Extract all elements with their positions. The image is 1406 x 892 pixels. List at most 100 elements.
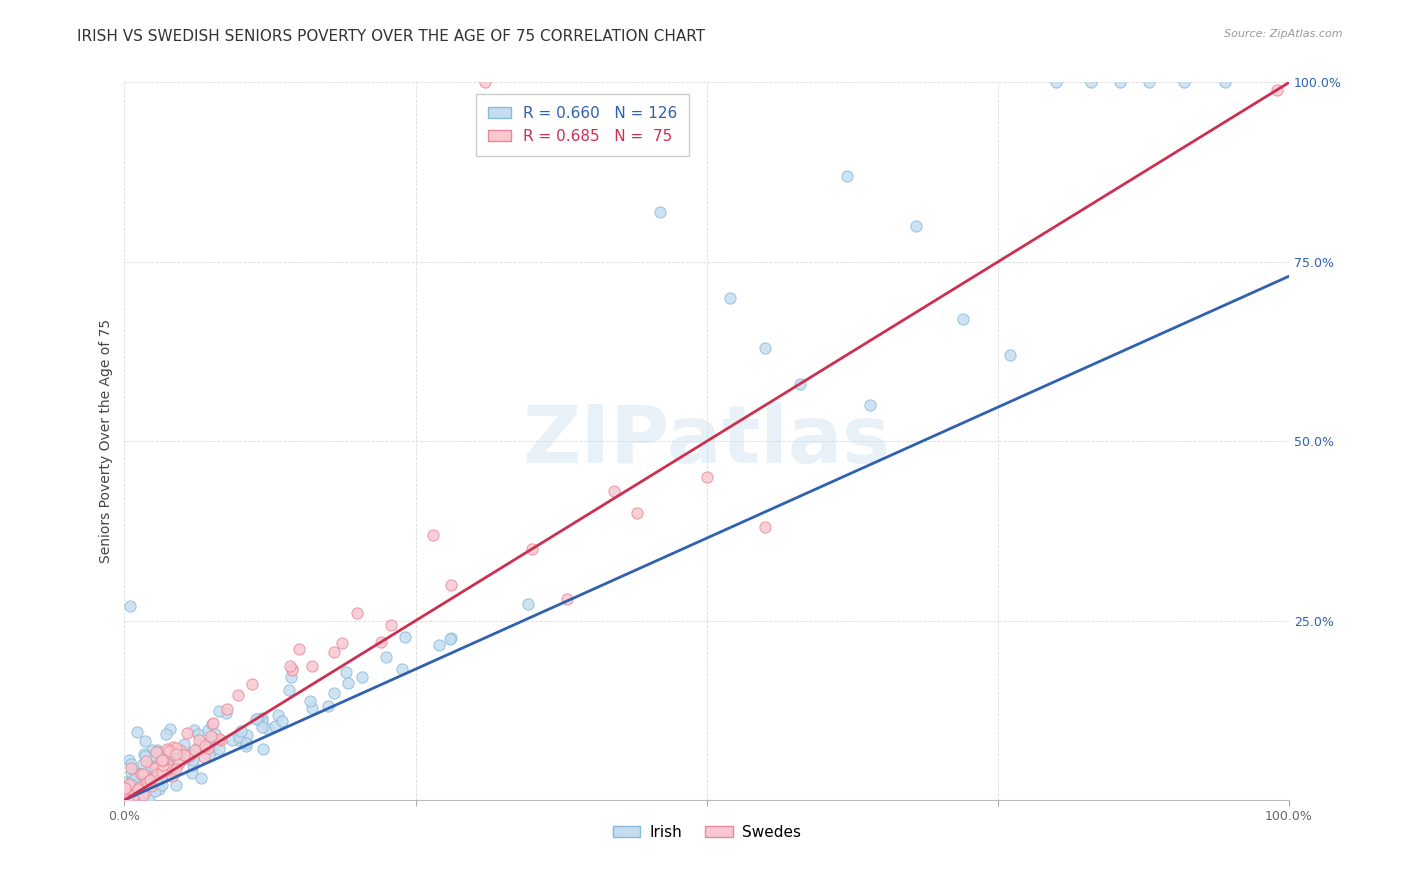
Point [150,768,173,782]
Point [132,747,155,761]
Point [115,790,138,805]
Point [120,756,142,771]
Point [117,793,139,807]
Point [246,712,269,726]
Point [789,376,811,391]
Point [173,748,195,763]
Point [146,758,169,772]
Point [221,732,243,747]
Point [1109,75,1132,89]
Point [208,732,231,747]
Point [439,632,461,647]
Point [118,777,141,791]
Point [115,789,138,803]
Point [228,733,250,747]
Point [143,761,166,775]
Point [177,745,200,759]
Point [118,786,141,800]
Point [135,770,157,784]
Point [162,740,184,755]
Point [330,635,353,649]
Point [145,743,167,757]
Point [374,649,396,664]
Point [380,618,402,632]
Point [718,291,741,305]
Point [181,758,204,772]
Point [170,750,193,764]
Point [193,750,215,764]
Point [121,773,143,788]
Point [197,723,219,738]
Point [427,638,450,652]
Point [150,771,173,785]
Point [148,745,170,759]
Point [157,743,180,757]
Point [166,754,188,768]
Point [120,599,142,614]
Point [201,743,224,757]
Point [250,720,273,734]
Point [134,749,156,764]
Point [145,772,167,787]
Point [252,711,274,725]
Point [162,764,184,778]
Point [135,754,157,768]
Point [180,766,202,780]
Point [146,766,169,780]
Point [626,506,648,520]
Point [128,771,150,785]
Point [129,767,152,781]
Point [118,778,141,792]
Point [754,520,776,534]
Point [337,676,360,690]
Point [141,759,163,773]
Point [146,764,169,779]
Point [520,541,543,556]
Point [121,777,143,791]
Point [316,698,339,713]
Text: Source: ZipAtlas.com: Source: ZipAtlas.com [1225,29,1343,38]
Point [125,724,148,739]
Point [201,716,224,731]
Point [197,740,219,755]
Point [155,741,177,756]
Point [835,169,858,183]
Point [323,686,346,700]
Point [169,743,191,757]
Point [155,757,177,772]
Point [198,733,221,747]
Point [394,630,416,644]
Point [132,757,155,772]
Point [127,778,149,792]
Point [440,631,463,645]
Point [155,727,177,741]
Point [165,741,187,756]
Point [250,714,273,729]
Point [202,716,225,731]
Point [141,743,163,757]
Point [235,736,257,750]
Point [204,726,226,740]
Point [114,781,136,796]
Point [281,663,304,677]
Point [952,312,974,326]
Point [859,398,882,412]
Point [120,764,142,779]
Point [256,723,278,737]
Point [235,739,257,753]
Point [215,701,238,715]
Point [160,769,183,783]
Point [167,756,190,771]
Point [228,730,250,744]
Point [149,755,172,769]
Point [132,789,155,803]
Point [183,753,205,767]
Point [350,670,373,684]
Point [1080,75,1102,89]
Point [474,75,496,89]
Point [177,750,200,764]
Point [226,688,249,702]
Point [129,780,152,794]
Point [422,527,444,541]
Point [139,779,162,793]
